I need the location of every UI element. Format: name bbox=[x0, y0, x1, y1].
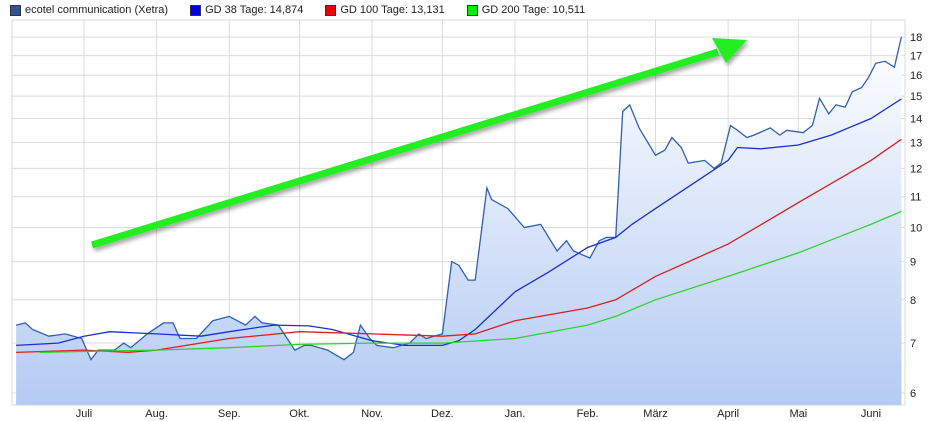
x-tick-label: Sep. bbox=[218, 408, 241, 420]
legend-item: ecotel communication (Xetra) bbox=[10, 3, 168, 17]
y-tick-label: 9 bbox=[910, 257, 916, 269]
y-tick-label: 13 bbox=[910, 137, 922, 149]
y-tick-label: 7 bbox=[910, 338, 916, 350]
x-tick-label: Juli bbox=[76, 408, 93, 420]
trend-arrow-head bbox=[712, 38, 747, 63]
x-tick-label: Dez. bbox=[431, 408, 454, 420]
price-line bbox=[15, 36, 903, 361]
y-tick-label: 11 bbox=[910, 192, 921, 204]
y-tick-label: 12 bbox=[910, 163, 922, 175]
y-tick-label: 17 bbox=[910, 51, 922, 63]
legend-item: GD 38 Tage: 14,874 bbox=[190, 3, 303, 17]
y-tick-label: 18 bbox=[910, 32, 922, 44]
legend-swatch bbox=[466, 4, 478, 16]
x-tick-label: Juni bbox=[861, 408, 881, 420]
y-tick-label: 10 bbox=[910, 222, 922, 234]
x-tick-label: Mai bbox=[790, 408, 808, 420]
legend-swatch bbox=[325, 4, 337, 16]
y-tick-label: 6 bbox=[910, 388, 916, 400]
moving-average-line bbox=[39, 210, 902, 354]
legend-label: ecotel communication (Xetra) bbox=[25, 4, 169, 16]
x-tick-label: Feb. bbox=[577, 408, 599, 420]
x-tick-label: März bbox=[643, 408, 667, 420]
legend-swatch bbox=[190, 4, 202, 16]
trend-arrow-shaft bbox=[90, 48, 720, 249]
price-area bbox=[16, 37, 902, 405]
legend-label: GD 38 Tage: 14,874 bbox=[205, 4, 304, 16]
y-tick-label: 8 bbox=[910, 295, 916, 307]
legend-swatch bbox=[10, 4, 21, 16]
legend-label: GD 100 Tage: 13,131 bbox=[340, 4, 445, 16]
x-tick-label: Jan. bbox=[505, 408, 526, 420]
x-tick-label: April bbox=[717, 408, 739, 420]
y-tick-label: 16 bbox=[910, 70, 922, 82]
legend: ecotel communication (Xetra) GD 38 Tage: … bbox=[10, 3, 607, 17]
x-tick-label: Okt. bbox=[289, 408, 309, 420]
legend-item: GD 100 Tage: 13,131 bbox=[325, 3, 445, 17]
x-tick-label: Nov. bbox=[361, 408, 383, 420]
legend-item: GD 200 Tage: 10,511 bbox=[466, 3, 586, 17]
y-tick-label: 14 bbox=[910, 113, 922, 125]
x-tick-label: Aug. bbox=[145, 408, 168, 420]
y-tick-label: 15 bbox=[910, 91, 922, 103]
legend-label: GD 200 Tage: 10,511 bbox=[481, 4, 586, 16]
